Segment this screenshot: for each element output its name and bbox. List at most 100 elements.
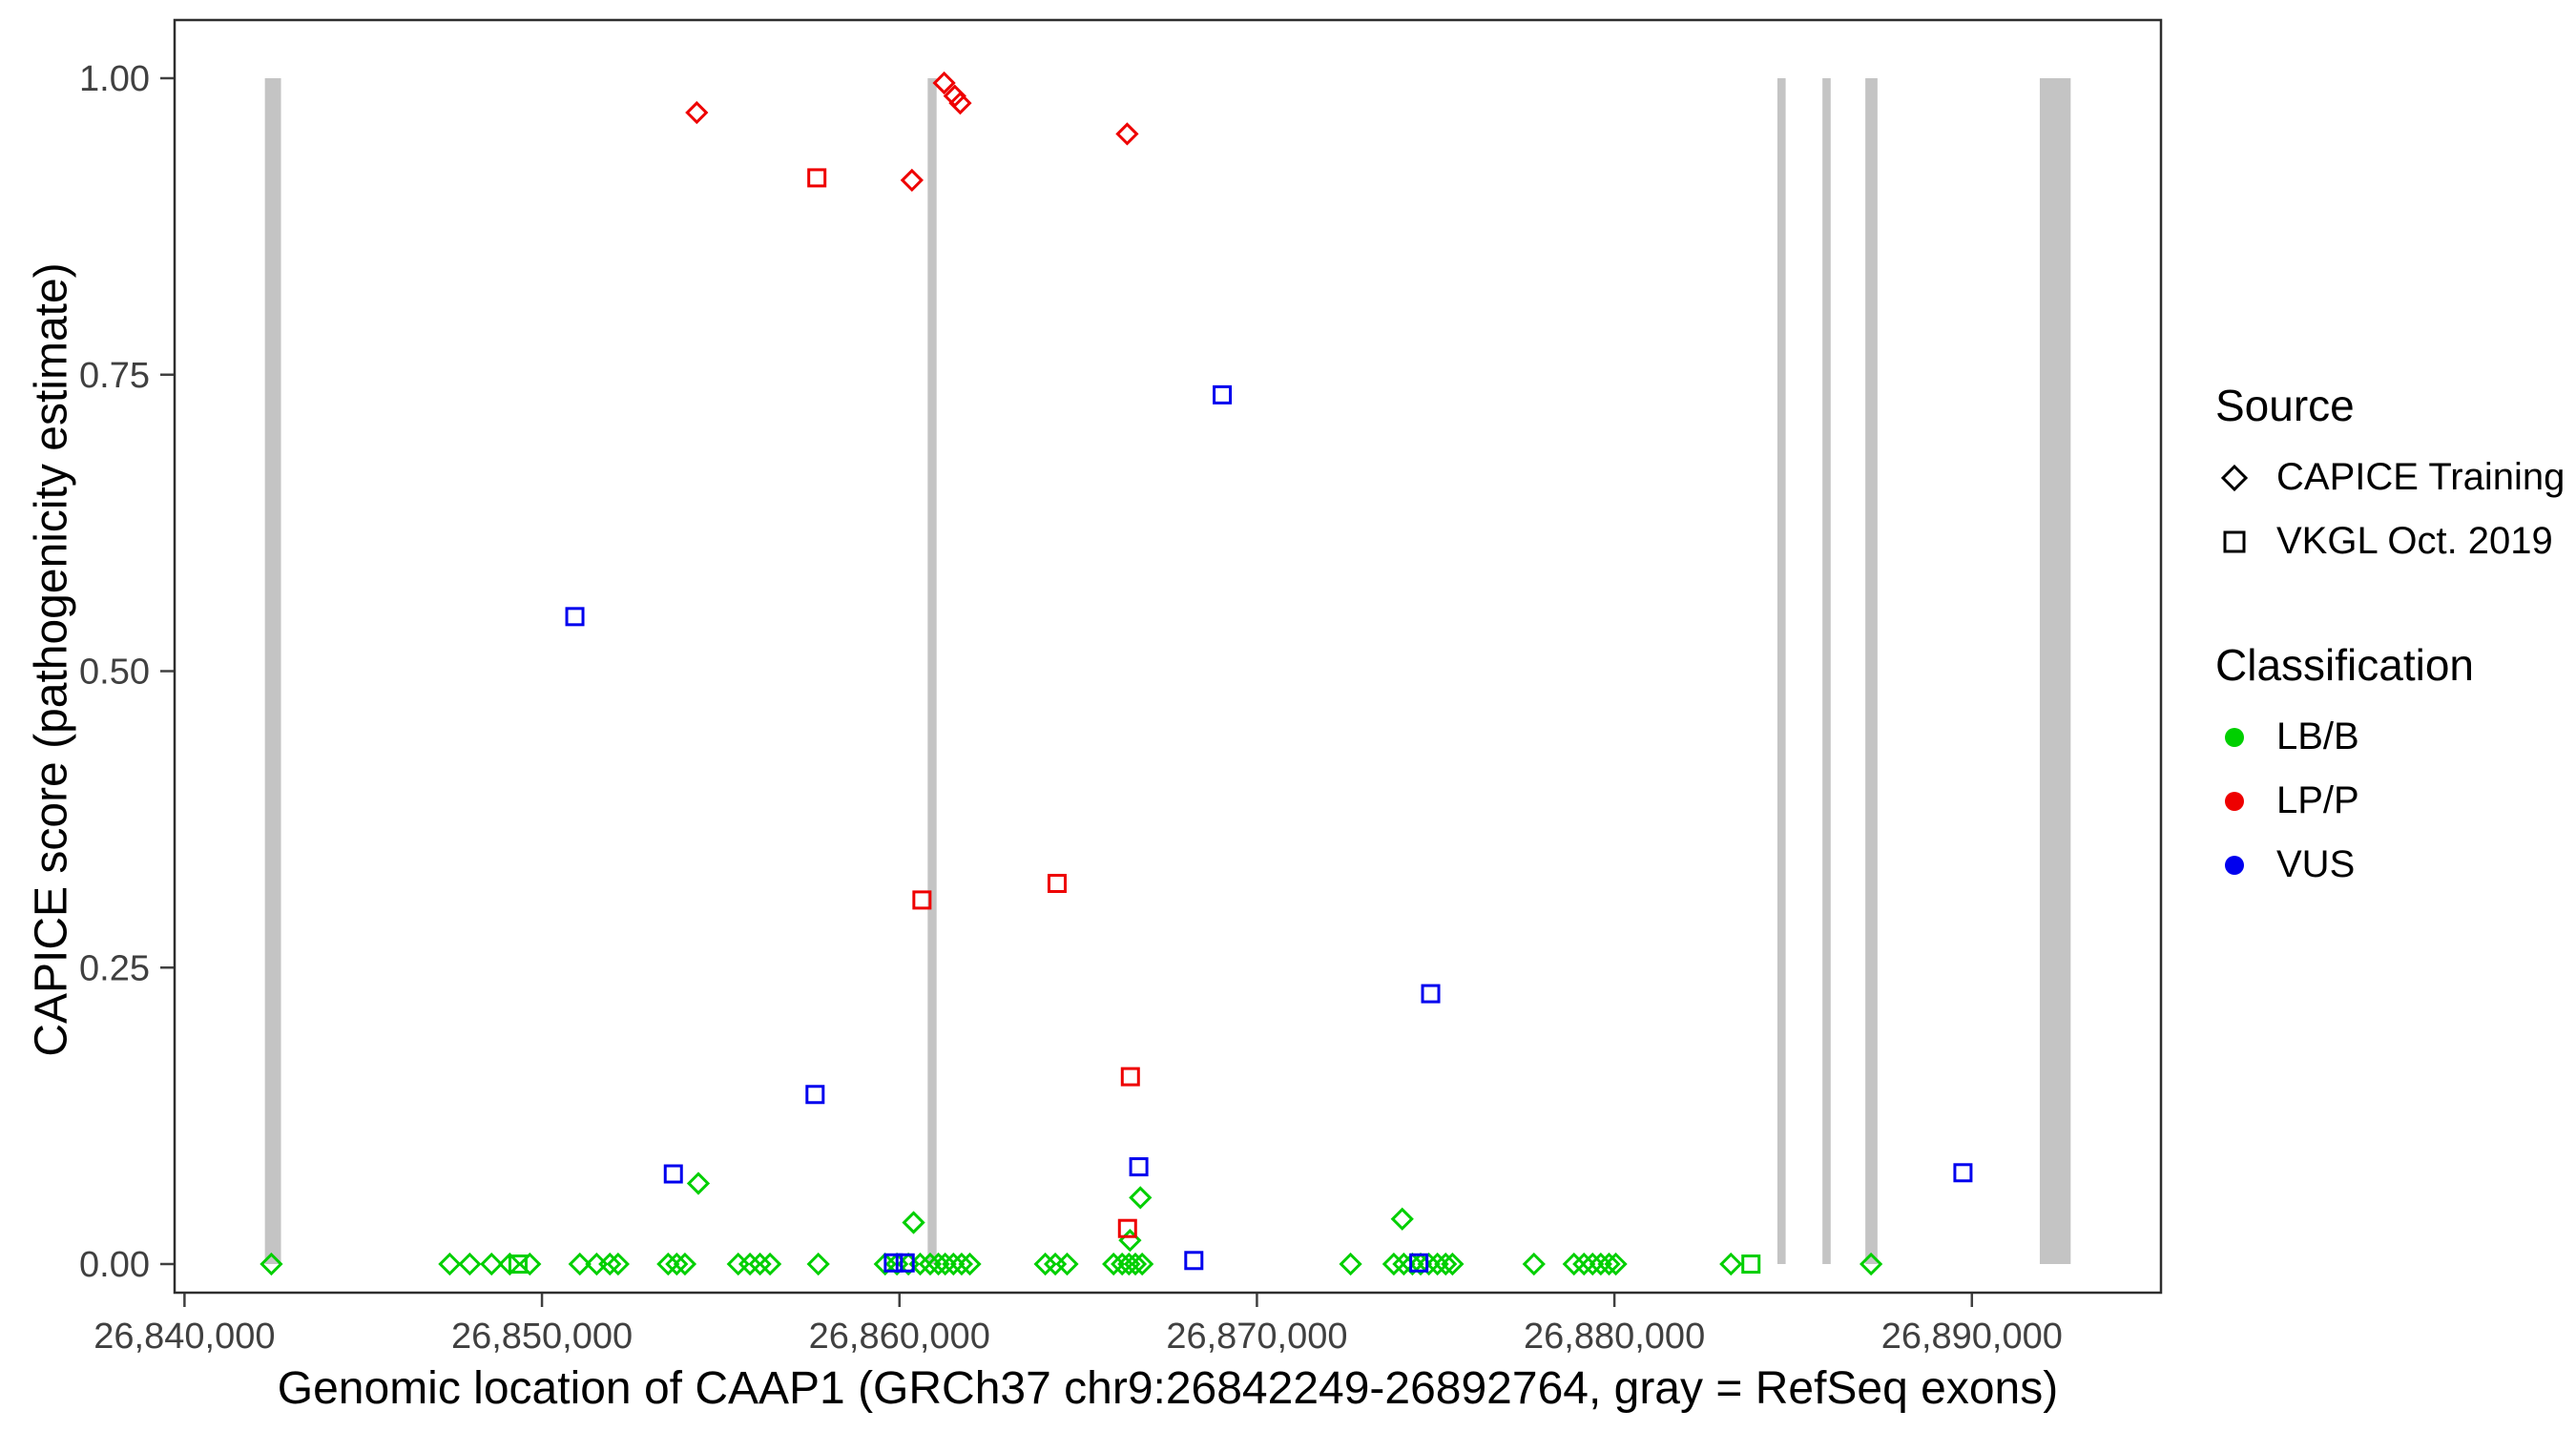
legend-item-label: LB/B bbox=[2276, 716, 2359, 757]
data-point-diamond bbox=[685, 100, 709, 125]
legend-source-title: Source bbox=[2215, 381, 2355, 430]
data-point-square bbox=[1953, 1163, 1973, 1183]
refseq-exon-bar bbox=[1865, 78, 1878, 1264]
data-point-diamond bbox=[1131, 1252, 1154, 1276]
data-point-diamond bbox=[1339, 1252, 1362, 1276]
data-point-diamond bbox=[1589, 1252, 1612, 1276]
legend-item-vus: VUS bbox=[2215, 843, 2565, 886]
x-axis-tick-label: 26,860,000 bbox=[809, 1317, 990, 1357]
data-point-square bbox=[805, 1085, 825, 1105]
data-point-diamond bbox=[1381, 1252, 1406, 1276]
data-point-square bbox=[1047, 873, 1067, 893]
refseq-exon-bar bbox=[2039, 78, 2071, 1264]
legend: Source CAPICE Training VKGL Oct. 2019 Cl… bbox=[2215, 380, 2565, 907]
y-axis-tick-label: 0.75 bbox=[79, 356, 150, 396]
data-point-diamond bbox=[665, 1252, 689, 1276]
data-point-diamond bbox=[1562, 1252, 1586, 1276]
data-point-square bbox=[912, 890, 932, 910]
data-point-diamond bbox=[758, 1252, 782, 1276]
data-point-diamond bbox=[673, 1252, 697, 1276]
data-point-square bbox=[1421, 984, 1441, 1004]
data-point-diamond bbox=[958, 1252, 982, 1276]
data-point-diamond bbox=[948, 91, 972, 115]
data-point-diamond bbox=[806, 1252, 830, 1276]
y-axis-tick-label: 0.00 bbox=[79, 1245, 150, 1285]
square-icon bbox=[2215, 523, 2254, 561]
data-point-diamond bbox=[918, 1252, 943, 1276]
legend-item-vkgl: VKGL Oct. 2019 bbox=[2215, 520, 2565, 563]
data-point-diamond bbox=[1390, 1207, 1414, 1231]
x-axis-tick-label: 26,850,000 bbox=[451, 1317, 633, 1357]
data-point-square bbox=[1213, 384, 1233, 404]
data-point-diamond bbox=[933, 1252, 957, 1276]
data-point-diamond bbox=[1425, 1252, 1449, 1276]
refseq-exon-bar bbox=[927, 78, 937, 1264]
legend-item-lpp: LP/P bbox=[2215, 779, 2565, 822]
data-point-diamond bbox=[1129, 1186, 1153, 1210]
data-point-diamond bbox=[1581, 1252, 1605, 1276]
data-point-diamond bbox=[748, 1252, 772, 1276]
data-point-diamond bbox=[932, 71, 956, 95]
data-point-square bbox=[1117, 1218, 1137, 1238]
data-point-diamond bbox=[738, 1252, 762, 1276]
data-point-square bbox=[807, 168, 827, 188]
x-axis-tick-label: 26,870,000 bbox=[1166, 1317, 1347, 1357]
data-point-diamond bbox=[686, 1172, 711, 1195]
data-point-diamond bbox=[598, 1252, 622, 1276]
y-axis-tick-label: 0.50 bbox=[79, 653, 150, 693]
data-point-diamond bbox=[606, 1252, 630, 1276]
data-point-diamond bbox=[1055, 1252, 1079, 1276]
data-point-diamond bbox=[949, 1252, 974, 1276]
data-point-diamond bbox=[1102, 1252, 1126, 1276]
diamond-icon bbox=[2215, 459, 2254, 497]
legend-item-label: VUS bbox=[2276, 843, 2356, 885]
data-point-diamond bbox=[1597, 1252, 1621, 1276]
data-point-square bbox=[895, 1253, 915, 1273]
legend-item-label: LP/P bbox=[2276, 779, 2359, 821]
data-point-diamond bbox=[1434, 1252, 1458, 1276]
plot-panel bbox=[175, 20, 2161, 1293]
x-axis-tick-label: 26,840,000 bbox=[93, 1317, 275, 1357]
data-point-square bbox=[1409, 1253, 1429, 1273]
data-point-diamond bbox=[458, 1252, 482, 1276]
legend-item-label: CAPICE Training bbox=[2276, 456, 2566, 498]
green-dot-icon bbox=[2215, 718, 2254, 757]
data-point-diamond bbox=[1123, 1252, 1148, 1276]
data-point-diamond bbox=[1522, 1252, 1546, 1276]
red-dot-icon bbox=[2215, 782, 2254, 820]
data-point-diamond bbox=[1859, 1252, 1883, 1276]
data-point-diamond bbox=[260, 1252, 283, 1276]
data-point-square bbox=[565, 607, 585, 627]
data-point-diamond bbox=[1115, 122, 1139, 146]
data-point-diamond bbox=[568, 1252, 592, 1276]
data-point-diamond bbox=[480, 1252, 504, 1276]
data-point-diamond bbox=[518, 1252, 542, 1276]
data-point-diamond bbox=[1719, 1252, 1743, 1276]
legend-gap bbox=[2215, 584, 2565, 639]
data-point-diamond bbox=[902, 1211, 925, 1234]
refseq-exon-bar bbox=[1776, 78, 1786, 1264]
legend-classification-title: Classification bbox=[2215, 640, 2474, 690]
refseq-exon-bar bbox=[264, 78, 281, 1264]
data-point-diamond bbox=[656, 1252, 680, 1276]
data-point-diamond bbox=[1441, 1252, 1465, 1276]
data-point-diamond bbox=[438, 1252, 462, 1276]
y-axis-tick-label: 0.25 bbox=[79, 948, 150, 988]
data-point-diamond bbox=[926, 1252, 950, 1276]
y-axis-title: CAPICE score (pathogenicity estimate) bbox=[26, 262, 77, 1057]
data-point-diamond bbox=[900, 168, 924, 193]
data-point-diamond bbox=[942, 1252, 966, 1276]
data-point-square bbox=[883, 1253, 904, 1273]
data-point-diamond bbox=[1417, 1252, 1441, 1276]
data-point-square bbox=[1120, 1067, 1140, 1087]
x-axis-tick-label: 26,880,000 bbox=[1524, 1317, 1705, 1357]
y-axis-tick-label: 1.00 bbox=[79, 59, 150, 99]
legend-item-label: VKGL Oct. 2019 bbox=[2276, 520, 2553, 562]
data-point-square bbox=[663, 1164, 683, 1184]
data-point-square bbox=[508, 1255, 528, 1274]
legend-item-lbb: LB/B bbox=[2215, 716, 2565, 758]
data-point-diamond bbox=[1401, 1252, 1424, 1276]
data-point-square bbox=[1184, 1251, 1204, 1271]
